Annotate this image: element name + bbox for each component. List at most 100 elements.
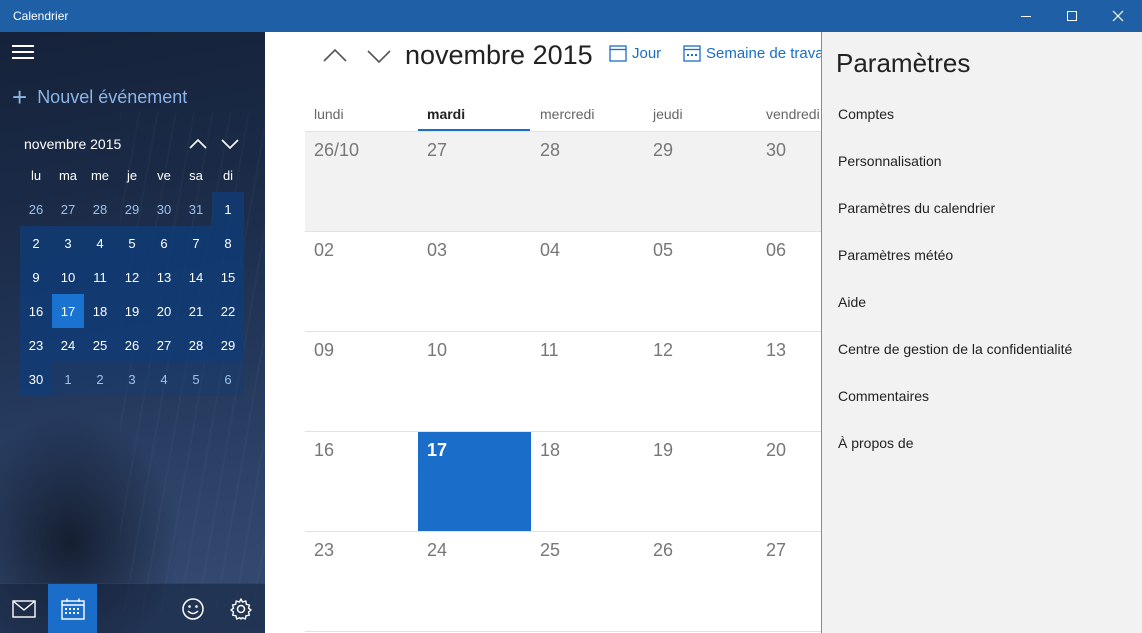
month-title[interactable]: novembre 2015 xyxy=(405,40,593,70)
day-view-label: Jour xyxy=(632,44,662,62)
day-cell[interactable]: 28 xyxy=(531,132,644,231)
work-week-view-button[interactable]: Semaine de travail xyxy=(683,44,821,62)
day-cell[interactable]: 19 xyxy=(653,440,674,460)
plus-icon: + xyxy=(12,82,28,112)
day-cell[interactable]: 27 xyxy=(766,540,787,560)
mini-calendar-day[interactable]: 1 xyxy=(212,192,244,226)
new-event-label: Nouvel événement xyxy=(37,86,188,107)
mini-calendar-day[interactable]: 30 xyxy=(156,201,172,217)
day-cell[interactable]: 27 xyxy=(418,132,531,231)
day-cell[interactable]: 24 xyxy=(427,540,448,560)
mail-button[interactable] xyxy=(0,584,48,633)
mini-calendar-day[interactable]: 11 xyxy=(84,260,116,294)
settings-item-5[interactable]: Centre de gestion de la confidentialité xyxy=(838,341,1073,357)
mini-calendar-day[interactable]: 6 xyxy=(212,362,244,396)
mini-calendar-day[interactable]: 27 xyxy=(148,328,180,362)
mini-calendar-day[interactable]: 3 xyxy=(116,362,148,396)
mini-calendar-day[interactable]: 25 xyxy=(84,328,116,362)
day-cell[interactable]: 02 xyxy=(314,240,335,260)
mini-calendar-day[interactable]: 22 xyxy=(212,294,244,328)
feedback-button[interactable] xyxy=(169,584,217,633)
mini-calendar-next-button[interactable] xyxy=(218,134,242,154)
day-cell[interactable]: 06 xyxy=(766,240,787,260)
settings-item-0[interactable]: Comptes xyxy=(838,106,895,122)
mini-calendar-day[interactable]: 28 xyxy=(180,328,212,362)
day-cell[interactable]: 17 xyxy=(418,432,531,531)
mini-calendar-day[interactable]: 2 xyxy=(84,362,116,396)
settings-item-4[interactable]: Aide xyxy=(838,294,867,310)
day-cell[interactable]: 20 xyxy=(766,440,787,460)
day-cell[interactable]: 30 xyxy=(757,132,821,231)
day-cell[interactable]: 26/10 xyxy=(305,132,418,231)
mini-calendar-day[interactable]: 12 xyxy=(116,260,148,294)
app-switcher-bar xyxy=(0,583,265,633)
mini-calendar-day[interactable]: 30 xyxy=(20,362,52,396)
settings-item-6[interactable]: Commentaires xyxy=(838,388,930,404)
mini-calendar-day[interactable]: 9 xyxy=(20,260,52,294)
mini-calendar-day[interactable]: 4 xyxy=(148,362,180,396)
mini-calendar-day[interactable]: 29 xyxy=(212,328,244,362)
close-button[interactable] xyxy=(1095,0,1141,32)
mini-calendar-day[interactable]: 3 xyxy=(52,226,84,260)
next-month-button[interactable] xyxy=(364,44,394,68)
weekday-label: je xyxy=(126,168,138,183)
settings-item-7[interactable]: À propos de xyxy=(838,435,914,451)
day-cell[interactable]: 11 xyxy=(540,340,559,360)
day-cell[interactable]: 23 xyxy=(314,540,335,560)
day-cell[interactable]: 03 xyxy=(427,240,448,260)
day-cell[interactable]: 26 xyxy=(653,540,674,560)
mini-calendar-day[interactable]: 16 xyxy=(20,294,52,328)
mini-calendar-day[interactable]: 26 xyxy=(116,328,148,362)
mini-calendar-day[interactable]: 18 xyxy=(84,294,116,328)
mini-calendar-day[interactable]: 8 xyxy=(212,226,244,260)
mini-calendar-day[interactable]: 7 xyxy=(180,226,212,260)
mini-calendar-day[interactable]: 13 xyxy=(148,260,180,294)
mini-calendar-day[interactable]: 21 xyxy=(180,294,212,328)
mini-calendar-day[interactable]: 2 xyxy=(20,226,52,260)
maximize-button[interactable] xyxy=(1049,0,1095,32)
mini-calendar-day[interactable]: 20 xyxy=(148,294,180,328)
day-cell[interactable]: 25 xyxy=(540,540,561,560)
day-cell[interactable]: 10 xyxy=(427,340,448,360)
day-cell[interactable]: 13 xyxy=(766,340,787,360)
mini-calendar-day[interactable]: 23 xyxy=(20,328,52,362)
settings-button[interactable] xyxy=(217,584,265,633)
mini-calendar-previous-button[interactable] xyxy=(186,134,210,154)
day-cell[interactable]: 29 xyxy=(644,132,757,231)
day-view-button[interactable]: Jour xyxy=(609,44,661,62)
mini-calendar-day[interactable]: 5 xyxy=(180,362,212,396)
mini-calendar-month-label[interactable]: novembre 2015 xyxy=(24,136,122,152)
settings-item-1[interactable]: Personnalisation xyxy=(838,153,942,169)
mini-calendar-day[interactable]: 1 xyxy=(52,362,84,396)
hamburger-menu-icon[interactable] xyxy=(12,44,34,60)
work-week-view-label: Semaine de travail xyxy=(706,44,821,62)
mini-calendar-day[interactable]: 10 xyxy=(52,260,84,294)
settings-item-2[interactable]: Paramètres du calendrier xyxy=(838,200,996,216)
calendar-button[interactable] xyxy=(48,584,97,633)
mini-calendar-day[interactable]: 6 xyxy=(148,226,180,260)
mini-calendar-day[interactable]: 27 xyxy=(60,201,76,217)
day-cell[interactable]: 04 xyxy=(540,240,561,260)
minimize-button[interactable] xyxy=(1003,0,1049,32)
day-cell[interactable]: 18 xyxy=(540,440,561,460)
gear-icon xyxy=(230,598,252,620)
mini-calendar-day[interactable]: 14 xyxy=(180,260,212,294)
mini-calendar-day[interactable]: 5 xyxy=(116,226,148,260)
settings-item-3[interactable]: Paramètres météo xyxy=(838,247,954,263)
previous-month-button[interactable] xyxy=(320,44,350,68)
mini-calendar-day[interactable]: 29 xyxy=(124,201,140,217)
mini-calendar-day[interactable]: 24 xyxy=(52,328,84,362)
day-cell[interactable]: 12 xyxy=(653,340,674,360)
mini-calendar-day[interactable]: 28 xyxy=(92,201,108,217)
mini-calendar-day[interactable]: 31 xyxy=(188,201,204,217)
day-cell[interactable]: 16 xyxy=(314,440,335,460)
new-event-button[interactable]: + Nouvel événement xyxy=(12,84,187,110)
mini-calendar-day[interactable]: 4 xyxy=(84,226,116,260)
mini-calendar-day[interactable]: 19 xyxy=(116,294,148,328)
day-cell[interactable]: 05 xyxy=(653,240,674,260)
mini-calendar-day[interactable]: 15 xyxy=(212,260,244,294)
mini-calendar-day[interactable]: 26 xyxy=(28,201,44,217)
day-cell[interactable]: 09 xyxy=(314,340,335,360)
settings-panel: Paramètres Comptes Personnalisation Paramè… xyxy=(821,32,1142,633)
mini-calendar-day[interactable]: 17 xyxy=(52,294,84,328)
